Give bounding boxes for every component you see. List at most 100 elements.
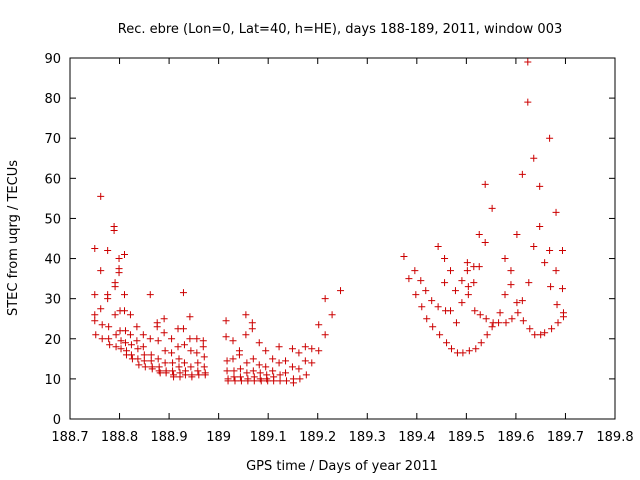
x-tick-label: 189.6	[497, 430, 534, 445]
data-point	[176, 373, 184, 381]
data-point	[553, 301, 561, 309]
data-point	[187, 347, 195, 355]
data-point	[98, 335, 106, 343]
data-point	[106, 341, 114, 349]
data-point	[121, 339, 129, 347]
data-point	[321, 331, 329, 339]
data-point	[126, 331, 134, 339]
data-point	[501, 291, 509, 299]
data-point	[471, 307, 479, 315]
data-point	[443, 339, 451, 347]
data-point	[482, 315, 490, 323]
data-point	[458, 299, 466, 307]
data-point	[451, 287, 459, 295]
data-point	[179, 325, 187, 333]
data-point	[417, 277, 425, 285]
data-point	[554, 319, 562, 327]
data-point	[235, 351, 243, 359]
data-point	[104, 295, 112, 303]
data-point	[530, 154, 538, 162]
data-point	[194, 367, 202, 375]
data-point	[412, 291, 420, 299]
data-point	[276, 371, 284, 379]
data-point	[110, 226, 118, 234]
data-point	[105, 323, 113, 331]
data-points	[91, 58, 567, 387]
data-point	[429, 323, 437, 331]
data-point	[475, 263, 483, 271]
data-point	[488, 204, 496, 212]
data-point	[229, 337, 237, 345]
data-point	[160, 315, 168, 323]
data-point	[288, 363, 296, 371]
data-point	[558, 247, 566, 255]
data-point	[275, 359, 283, 367]
data-point	[464, 283, 472, 291]
data-point	[248, 325, 256, 333]
data-point	[168, 349, 176, 357]
data-point	[302, 371, 310, 379]
data-point	[257, 377, 265, 385]
data-point	[255, 361, 263, 369]
data-point	[200, 363, 208, 371]
data-point	[169, 359, 177, 367]
data-point	[160, 329, 168, 337]
y-tick-label: 20	[44, 333, 61, 348]
data-point	[513, 230, 521, 238]
data-point	[405, 275, 413, 283]
data-point	[199, 343, 207, 351]
data-point	[418, 303, 426, 311]
data-point	[168, 335, 176, 343]
data-point	[496, 309, 504, 317]
plot-frame	[69, 57, 616, 420]
data-point	[175, 355, 183, 363]
data-point	[547, 283, 555, 291]
data-point	[269, 367, 277, 375]
data-point	[224, 377, 232, 385]
data-point	[447, 307, 455, 315]
data-point	[242, 311, 250, 319]
y-tick-label: 0	[53, 413, 61, 428]
data-point	[156, 369, 164, 377]
data-point	[186, 313, 194, 321]
x-tick-label: 189.3	[349, 430, 386, 445]
data-point	[140, 357, 148, 365]
data-point	[518, 170, 526, 178]
data-point	[514, 309, 522, 317]
data-point	[146, 291, 154, 299]
data-point	[289, 379, 297, 387]
data-point	[97, 305, 105, 313]
data-point	[459, 349, 467, 357]
data-point	[546, 247, 554, 255]
data-point	[105, 335, 113, 343]
data-point	[448, 345, 455, 353]
data-point	[524, 58, 532, 66]
data-point	[463, 259, 471, 267]
data-point	[222, 317, 230, 325]
y-tick-label: 70	[44, 132, 61, 147]
data-point	[464, 291, 472, 299]
data-point	[179, 289, 187, 297]
data-point	[223, 367, 231, 375]
data-point	[170, 373, 178, 381]
data-point	[434, 303, 442, 311]
data-point	[315, 347, 323, 355]
data-point	[243, 369, 251, 377]
data-point	[465, 347, 473, 355]
data-point	[175, 363, 183, 371]
data-point	[337, 287, 345, 295]
data-point	[552, 267, 560, 275]
data-point	[269, 355, 277, 363]
data-point	[513, 299, 521, 307]
x-tick-label: 188.8	[101, 430, 138, 445]
data-point	[458, 277, 466, 285]
data-point	[256, 369, 264, 377]
data-point	[242, 331, 250, 339]
y-tick-label: 80	[44, 92, 61, 107]
data-point	[195, 371, 203, 379]
data-point	[530, 243, 538, 251]
data-point	[541, 259, 549, 267]
data-point	[536, 182, 544, 190]
data-point	[201, 371, 209, 379]
